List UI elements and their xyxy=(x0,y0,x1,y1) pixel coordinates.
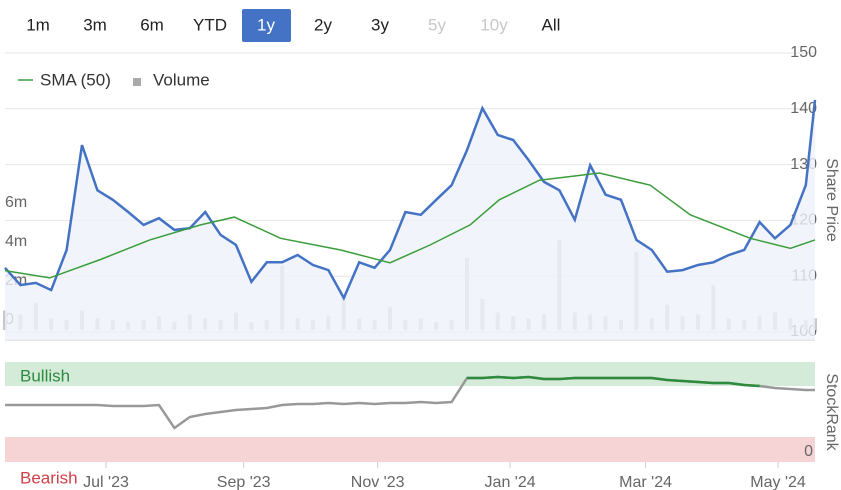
price-line xyxy=(4,99,817,301)
legend-marker xyxy=(133,78,141,86)
y-tick-label: 150 xyxy=(790,44,817,61)
range-button[interactable]: 3y xyxy=(371,15,389,34)
stockrank-bullish xyxy=(467,375,760,388)
y-tick-label: 140 xyxy=(790,100,817,117)
range-button: 5y xyxy=(428,15,446,34)
y2-tick-label: 4m xyxy=(5,233,27,250)
y2-tick-label: 6m xyxy=(5,194,27,211)
range-button[interactable]: 1m xyxy=(26,15,50,34)
x-tick-label: Nov '23 xyxy=(351,474,405,490)
legend-label[interactable]: SMA (50) xyxy=(40,70,111,89)
y-axis-label: Share Price xyxy=(823,158,840,242)
range-button[interactable]: All xyxy=(542,15,561,34)
x-tick-label: Sep '23 xyxy=(217,474,271,490)
price-area xyxy=(5,99,815,341)
range-button[interactable]: YTD xyxy=(193,15,227,34)
legend-label[interactable]: Volume xyxy=(153,70,210,89)
range-button[interactable]: 6m xyxy=(140,15,164,34)
x-tick-label: Mar '24 xyxy=(619,474,672,490)
range-button[interactable]: 3m xyxy=(83,15,107,34)
y-axis-label: StockRank xyxy=(823,373,840,451)
range-button: 10y xyxy=(480,15,508,34)
x-tick-label: May '24 xyxy=(750,474,806,490)
band-label: Bearish xyxy=(20,468,78,487)
range-button[interactable]: 1y xyxy=(257,15,275,34)
y-tick-label: 0 xyxy=(804,443,813,460)
range-button-bg xyxy=(242,9,291,42)
x-tick-label: Jul '23 xyxy=(83,474,129,490)
band xyxy=(5,437,815,462)
x-tick-label: Jan '24 xyxy=(485,474,536,490)
range-button[interactable]: 2y xyxy=(314,15,332,34)
band-label: Bullish xyxy=(20,366,70,385)
sma-line xyxy=(4,172,816,279)
